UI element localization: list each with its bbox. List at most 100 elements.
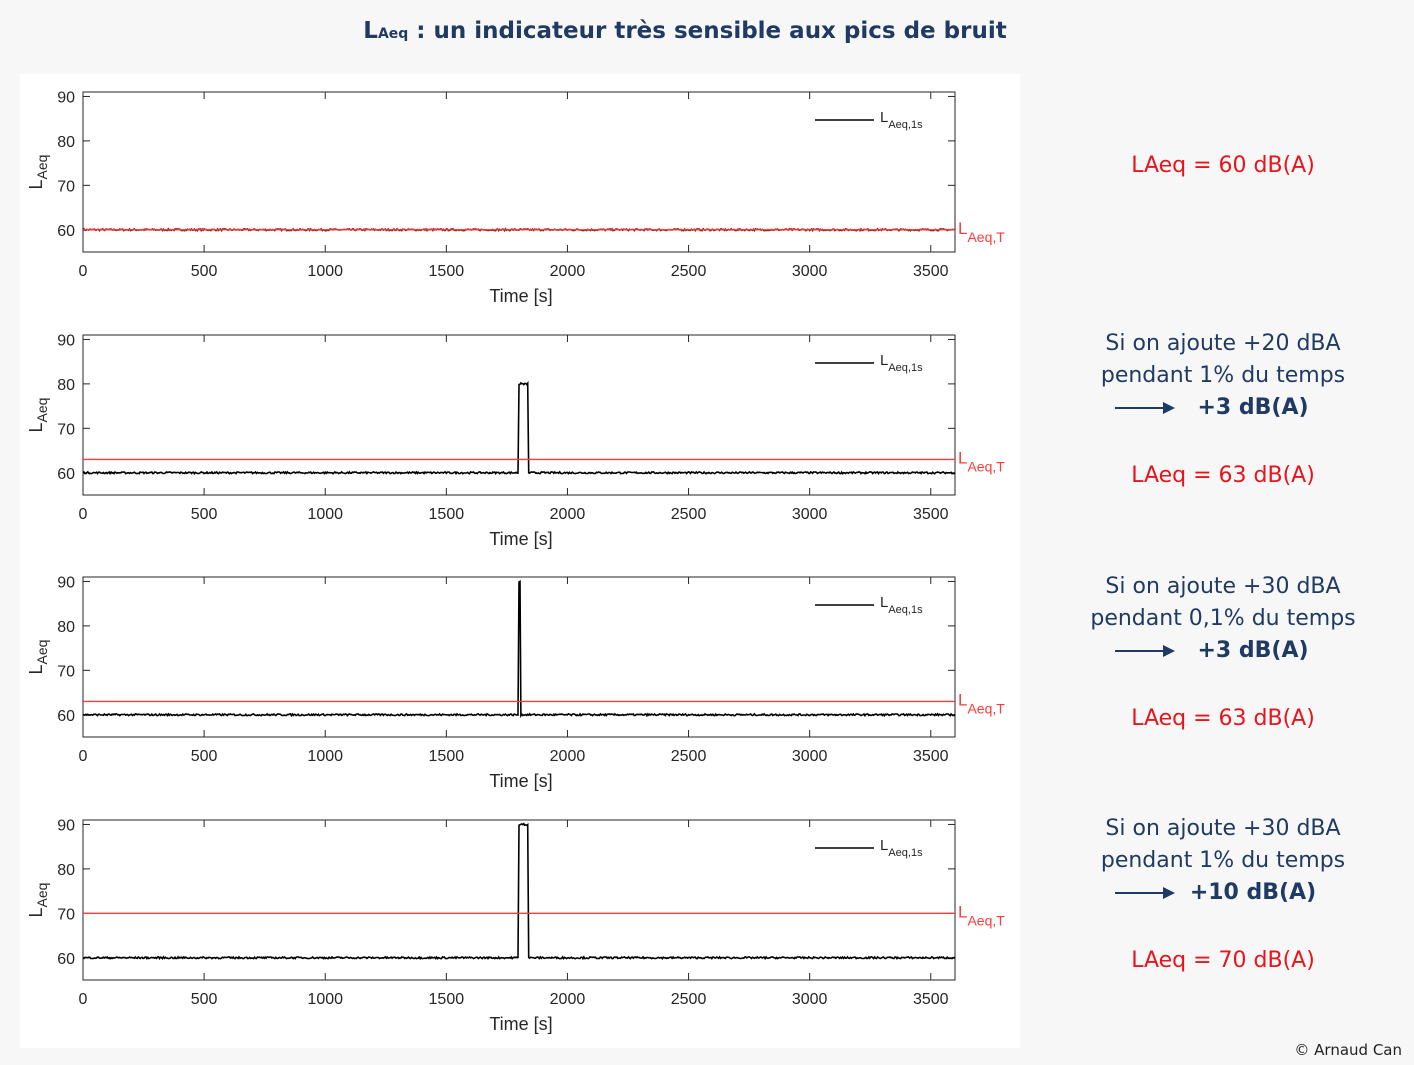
x-tick-label: 3000 — [792, 991, 828, 1008]
reference-label: LAeq,T — [958, 219, 1005, 245]
legend-label: LAeq,1s — [880, 594, 923, 616]
chart-1: 0 500 1000 1500 2000 2500 3000 3500 60 70 80 90 Time… — [26, 89, 1005, 306]
y-axis-label: LAeq — [26, 398, 50, 433]
y-tick-label: 70 — [57, 178, 75, 195]
y-tick-label: 90 — [57, 574, 75, 591]
series-line-laeq-1s — [82, 822, 956, 961]
x-tick-label: 1500 — [429, 506, 465, 523]
title-sub: Aeq — [377, 26, 409, 42]
x-tick-label: 2000 — [550, 748, 586, 765]
annotation-2-line2: pendant 1% du temps — [1100, 363, 1346, 388]
x-tick-label: 3500 — [913, 991, 949, 1008]
y-tick-label: 70 — [57, 421, 75, 438]
y-tick-label: 90 — [57, 817, 75, 834]
chart-2: 0 500 1000 1500 2000 2500 3000 3500 60 70 80 90 Time… — [26, 332, 1005, 549]
y-tick-label: 60 — [57, 708, 75, 725]
y-tick-label: 60 — [57, 223, 75, 240]
x-tick-label: 3500 — [913, 263, 949, 280]
x-tick-label: 1000 — [307, 506, 343, 523]
x-tick-label: 2500 — [671, 748, 707, 765]
axes-box — [82, 819, 956, 981]
reference-label: LAeq,T — [958, 902, 1005, 928]
page-title: LAeq : un indicateur très sensible aux p… — [0, 18, 1370, 44]
y-tick-label: 80 — [57, 862, 75, 879]
x-axis-label: Time [s] — [489, 529, 552, 549]
x-tick-label: 3000 — [792, 263, 828, 280]
reference-label: LAeq,T — [958, 690, 1005, 716]
x-tick-label: 2000 — [550, 991, 586, 1008]
x-tick-label: 3500 — [913, 506, 949, 523]
legend-label: LAeq,1s — [880, 109, 923, 131]
x-tick-label: 3000 — [792, 506, 828, 523]
annotation-2-delta-row: +3 dB(A) — [1040, 392, 1406, 424]
result-label-3: LAeq = 63 dB(A) — [1131, 706, 1315, 731]
annotation-3-line2: pendant 0,1% du temps — [1090, 606, 1356, 631]
annotation-4-line2: pendant 1% du temps — [1100, 848, 1346, 873]
y-tick-label: 70 — [57, 906, 75, 923]
annotation-2-delta: +3 dB(A) — [1197, 395, 1309, 420]
x-tick-label: 3000 — [792, 748, 828, 765]
x-tick-label: 0 — [79, 506, 88, 523]
credit: © Arnaud Can — [1294, 1041, 1402, 1059]
y-tick-label: 80 — [57, 377, 75, 394]
x-tick-label: 2000 — [550, 506, 586, 523]
axes-box — [82, 91, 956, 253]
y-tick-label: 60 — [57, 951, 75, 968]
x-tick-label: 500 — [191, 506, 218, 523]
x-tick-label: 0 — [79, 263, 88, 280]
annotation-4-delta: +10 dB(A) — [1189, 880, 1317, 905]
y-tick-label: 80 — [57, 134, 75, 151]
x-axis-label: Time [s] — [489, 286, 552, 306]
legend-label: LAeq,1s — [880, 837, 923, 859]
chart-3: 0 500 1000 1500 2000 2500 3000 3500 60 70 80 90 Time… — [26, 574, 1005, 791]
x-axis-label: Time [s] — [489, 1014, 552, 1034]
plot-panel — [20, 74, 1020, 1048]
legend-label: LAeq,1s — [880, 352, 923, 374]
chart-4: 0 500 1000 1500 2000 2500 3000 3500 60 70 80 90 Time… — [26, 817, 1005, 1034]
annotation-4-line1: Si on ajoute +30 dBA — [1105, 816, 1341, 841]
y-axis-label: LAeq — [26, 883, 50, 918]
x-tick-label: 1500 — [429, 748, 465, 765]
annotation-4-delta-row: +10 dB(A) — [1040, 877, 1406, 909]
x-tick-label: 2500 — [671, 991, 707, 1008]
x-tick-label: 1000 — [307, 748, 343, 765]
x-tick-label: 1000 — [307, 263, 343, 280]
x-tick-label: 0 — [79, 748, 88, 765]
result-label-2: LAeq = 63 dB(A) — [1131, 463, 1315, 488]
y-axis-label: LAeq — [26, 640, 50, 675]
annotation-2-line1: Si on ajoute +20 dBA — [1105, 331, 1341, 356]
x-tick-label: 3500 — [913, 748, 949, 765]
title-rest: : un indicateur très sensible aux pics d… — [408, 18, 1007, 44]
x-tick-label: 2500 — [671, 506, 707, 523]
x-axis-label: Time [s] — [489, 771, 552, 791]
y-tick-label: 70 — [57, 663, 75, 680]
annotation-4: Si on ajoute +30 dBA pendant 1% du temps… — [1040, 813, 1406, 909]
title-main: L — [363, 18, 378, 44]
axes-box — [82, 334, 956, 496]
x-tick-label: 1000 — [307, 991, 343, 1008]
axes-box — [82, 576, 956, 738]
x-tick-label: 0 — [79, 991, 88, 1008]
series-line-laeq-1s — [82, 579, 956, 719]
result-label-4: LAeq = 70 dB(A) — [1131, 948, 1315, 973]
annotation-3-delta: +3 dB(A) — [1197, 638, 1309, 663]
annotation-3: Si on ajoute +30 dBA pendant 0,1% du tem… — [1040, 571, 1406, 667]
x-tick-label: 2000 — [550, 263, 586, 280]
y-tick-label: 80 — [57, 619, 75, 636]
arrow-right-icon — [1115, 645, 1175, 657]
series-line-laeq-1s — [82, 380, 956, 476]
arrow-right-icon — [1115, 887, 1175, 899]
y-tick-label: 90 — [57, 89, 75, 106]
x-tick-label: 500 — [191, 263, 218, 280]
y-tick-label: 60 — [57, 466, 75, 483]
x-tick-label: 500 — [191, 991, 218, 1008]
x-tick-label: 1500 — [429, 263, 465, 280]
reference-label: LAeq,T — [958, 448, 1005, 474]
y-tick-label: 90 — [57, 332, 75, 349]
annotation-2: Si on ajoute +20 dBA pendant 1% du temps… — [1040, 328, 1406, 424]
x-tick-label: 2500 — [671, 263, 707, 280]
y-axis-label: LAeq — [26, 155, 50, 190]
arrow-right-icon — [1115, 402, 1175, 414]
annotation-3-delta-row: +3 dB(A) — [1040, 635, 1406, 667]
